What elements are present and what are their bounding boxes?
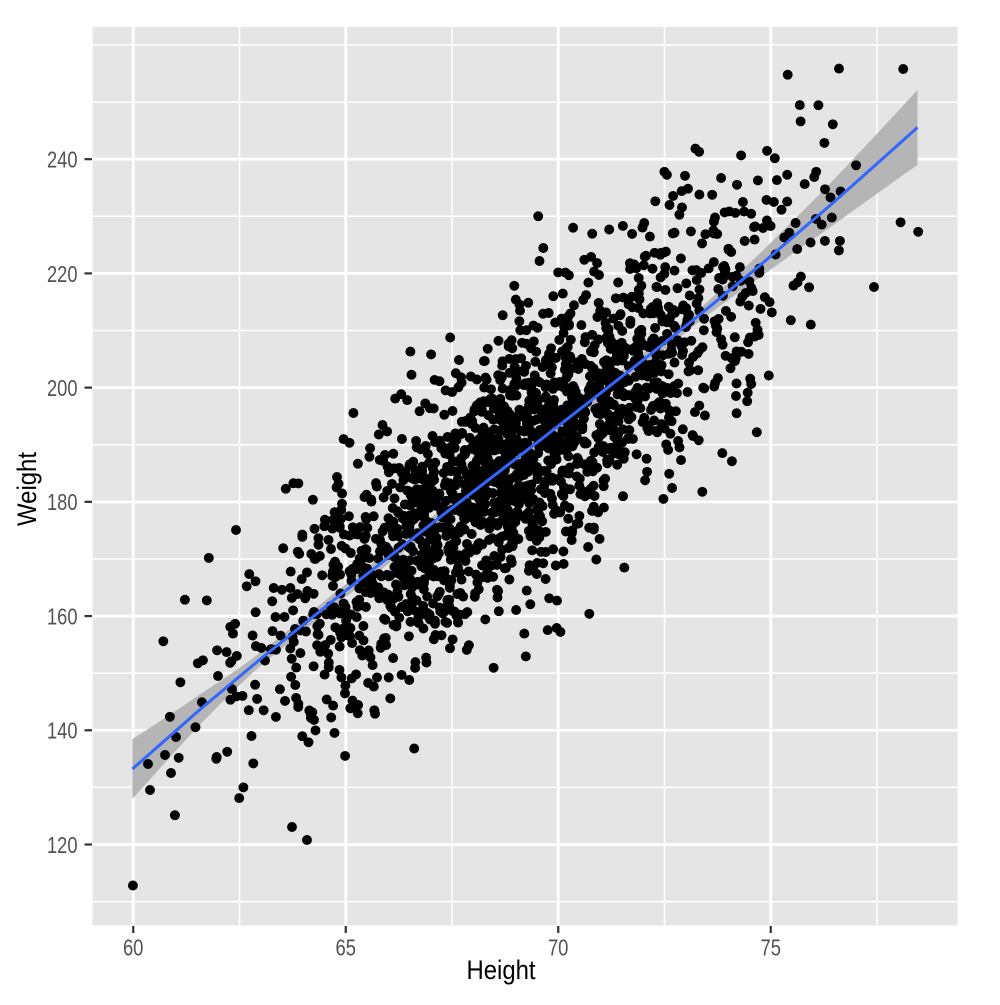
- svg-text:60: 60: [123, 935, 144, 961]
- svg-text:240: 240: [47, 147, 78, 173]
- svg-text:200: 200: [47, 375, 78, 401]
- svg-text:180: 180: [47, 489, 78, 515]
- svg-text:Weight: Weight: [12, 452, 42, 526]
- svg-text:Height: Height: [467, 955, 536, 985]
- svg-text:65: 65: [336, 935, 357, 961]
- svg-text:160: 160: [47, 604, 78, 630]
- svg-text:70: 70: [548, 935, 569, 961]
- svg-text:120: 120: [47, 832, 78, 858]
- svg-text:140: 140: [47, 718, 78, 744]
- svg-text:75: 75: [761, 935, 782, 961]
- svg-text:220: 220: [47, 261, 78, 287]
